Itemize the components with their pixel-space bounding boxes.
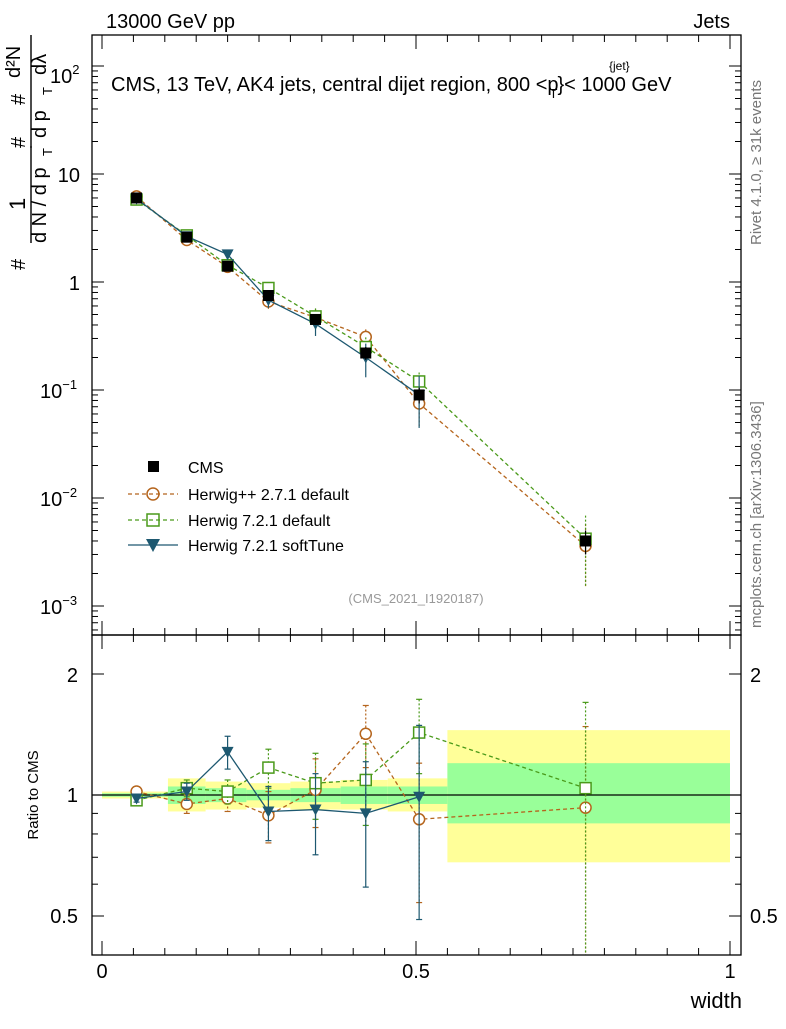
lower-plot-marks [130,698,592,955]
ratio-point-0-5 [359,727,373,741]
ytick-em2: 10−2 [40,485,77,511]
ratio-point-2-4 [309,804,322,816]
upper-y-axis-label: # 1 d N / d p T # # d²N d p T dλ [3,35,55,270]
data-point-1 [181,231,193,243]
mcplots-label: mcplots.cern.ch [arXiv:1306.3436] [748,401,765,628]
legend-marker-herwig7-soft [146,539,160,552]
upper-line-1 [136,199,587,540]
ytick-e2: 102 [50,62,79,88]
plot-title-main: CMS, 13 TeV, AK4 jets, central dijet reg… [111,74,559,96]
legend-marker-herwigpp [146,487,160,501]
ytick-em3: 10−3 [40,593,77,619]
ylabel-hash-3: # [8,93,30,105]
ratio-point-2-3 [262,806,275,818]
analysis-id: (CMS_2021_I1920187) [348,591,483,606]
legend-label-cms: CMS [188,460,224,477]
ratio-point-1-7 [579,781,592,795]
xtick-0: 0 [96,961,107,983]
ylabel-t-sub-2: T [40,87,55,95]
plot-title: CMS, 13 TeV, AK4 jets, central dijet reg… [111,74,672,101]
ytick-low-05-right: 0.5 [750,906,778,928]
header-left: 13000 GeV pp [106,11,235,33]
plot-title-sup: {jet} [609,59,630,73]
ytick-e1: 10 [58,165,80,187]
ytick-low-2-left: 2 [67,665,78,687]
ylabel-d2n: d²N [3,46,25,78]
ylabel-hash-1: # [8,258,30,270]
ytick-low-05-left: 0.5 [50,906,78,928]
ytick-e0: 1 [69,273,80,295]
ylabel-dpt: d p [29,110,51,138]
upper-line-0 [136,195,586,547]
legend-label-herwigpp: Herwig++ 2.7.1 default [188,487,350,504]
legend-label-herwig7-default: Herwig 7.2.1 default [188,513,331,530]
ratio-point-2-2 [221,746,234,758]
lower-y-tick-labels: 2 1 0.5 2 0.5 [50,665,778,928]
upper-point-2-2 [221,249,234,261]
ratio-point-2-1 [180,786,193,798]
plot-title-sub: T [550,86,558,101]
rivet-label: Rivet 4.1.0, ≥ 31k events [748,80,765,245]
data-point-7 [580,535,592,547]
upper-y-tick-labels: 102 10 1 10−1 10−2 10−3 [40,62,80,619]
x-axis-label: width [690,988,742,1013]
legend-marker-herwig7-default [146,513,160,527]
ratio-point-1-3 [262,761,275,774]
upper-plot-marks [130,190,592,588]
legend-marker-cms [148,461,159,472]
plot-frames [91,34,742,956]
data-point-3 [262,289,274,301]
data-point-4 [310,313,322,325]
ytick-low-1-left: 1 [67,785,78,807]
ratio-point-2-0 [130,793,143,805]
ratio-point-2-6 [413,791,426,803]
ratio-line-1 [136,731,586,801]
header-right: Jets [693,11,730,33]
ratio-point-1-2 [221,785,234,798]
legend: CMS Herwig++ 2.7.1 default Herwig 7.2.1 … [128,460,350,555]
xtick-1: 1 [724,961,735,983]
x-tick-labels: 0 0.5 1 [96,961,735,983]
ytick-low-2-right: 2 [750,665,761,687]
ylabel-one: 1 [5,198,30,210]
ratio-point-2-5 [359,808,372,820]
data-point-5 [360,347,372,359]
lower-y-axis-label: Ratio to CMS [25,750,42,839]
plot-title-end: }< 1000 GeV [557,74,672,96]
ytick-em1: 10−1 [40,377,77,403]
ylabel-dlambda: dλ [29,54,51,75]
data-point-0 [131,192,143,204]
data-point-2 [222,260,234,272]
data-point-6 [413,389,425,401]
upper-line-2 [136,198,420,396]
ylabel-hash-2: # [8,136,30,148]
ratio-line-0 [136,732,586,820]
ylabel-dn-dpt: d N / d p [29,167,51,243]
ylabel-t-sub-1: T [40,148,55,156]
legend-label-herwig7-soft: Herwig 7.2.1 softTune [188,538,344,555]
xtick-05: 0.5 [402,961,430,983]
